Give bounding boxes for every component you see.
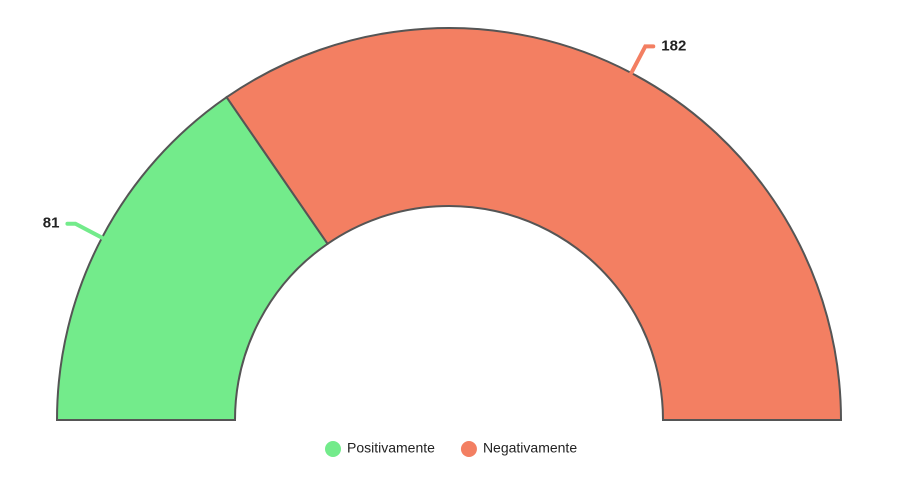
- slice: [225, 27, 843, 421]
- legend-marker: [325, 441, 341, 457]
- slice: [55, 95, 329, 421]
- data-label: 81: [43, 215, 60, 232]
- legend-marker: [460, 441, 477, 457]
- legend-label: Negativamente: [483, 440, 577, 456]
- legend-label: Positivamente: [347, 440, 435, 456]
- label-connector: [65, 221, 104, 240]
- label-connector: [629, 44, 656, 75]
- data-label: 182: [661, 37, 686, 54]
